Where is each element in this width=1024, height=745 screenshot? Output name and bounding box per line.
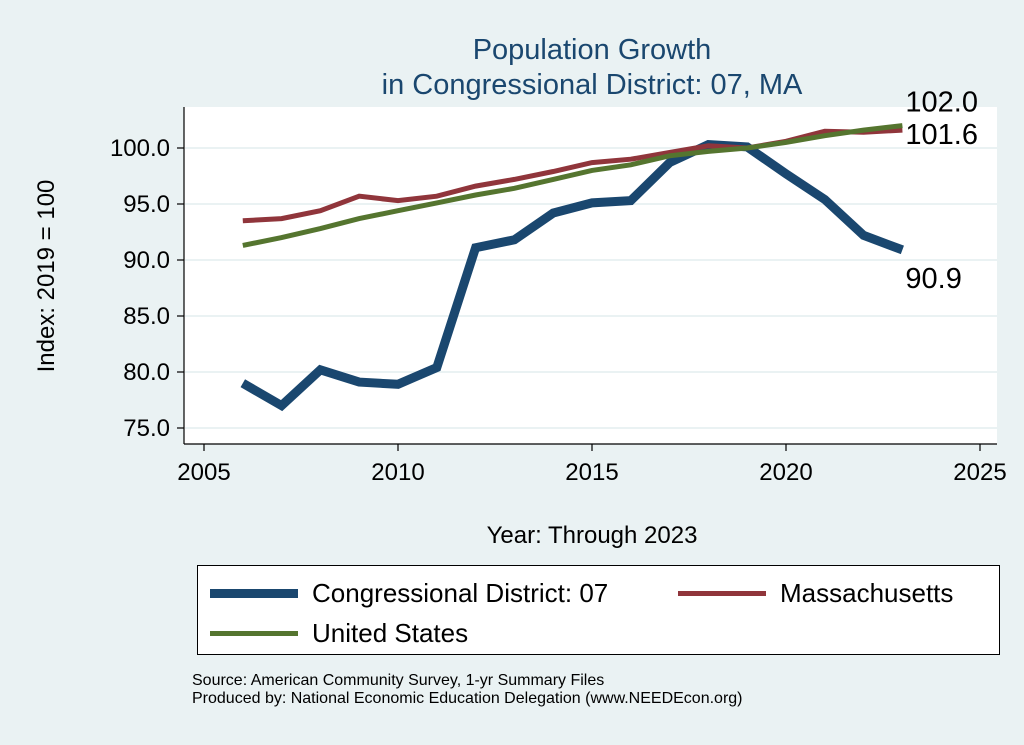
x-tick-label: 2005 <box>177 459 230 486</box>
x-tick-label: 2020 <box>759 459 812 486</box>
y-tick-label: 100.0 <box>110 135 170 162</box>
legend-swatch <box>210 631 298 636</box>
source-note: Source: American Community Survey, 1-yr … <box>192 672 743 708</box>
end-label: 102.0 <box>905 87 978 119</box>
y-axis-label: Index: 2019 = 100 <box>33 180 60 373</box>
y-tick-label: 85.0 <box>123 303 170 330</box>
source-text: Source: American Community Survey, 1-yr … <box>192 672 605 689</box>
legend-item-massachusetts: Massachusetts <box>678 578 953 609</box>
legend-item-district: Congressional District: 07 <box>210 578 608 609</box>
end-label: 90.9 <box>905 263 961 295</box>
chart-title-line-1: Population Growth <box>473 34 712 66</box>
end-label: 101.6 <box>905 119 978 151</box>
plot-area <box>184 107 997 444</box>
legend-item-united-states: United States <box>210 618 468 649</box>
y-tick-label: 90.0 <box>123 247 170 274</box>
produced-by-text: Produced by: National Economic Education… <box>192 690 743 707</box>
series-line-2 <box>242 123 903 248</box>
legend-label: United States <box>312 618 469 648</box>
legend-label: Congressional District: 07 <box>312 578 609 608</box>
x-tick-label: 2010 <box>371 459 424 486</box>
legend: Congressional District: 07 Massachusetts… <box>197 565 1000 655</box>
y-tick-label: 75.0 <box>123 415 170 442</box>
chart-title-line-2: in Congressional District: 07, MA <box>382 69 803 101</box>
y-tick-label: 80.0 <box>123 359 170 386</box>
legend-label: Massachusetts <box>780 578 954 608</box>
x-axis-label: Year: Through 2023 <box>487 522 698 549</box>
legend-swatch <box>210 589 298 598</box>
legend-swatch <box>678 591 766 596</box>
x-tick-label: 2025 <box>953 459 1006 486</box>
y-tick-label: 95.0 <box>123 191 170 218</box>
series-line-0 <box>240 140 904 412</box>
x-tick-label: 2015 <box>565 459 618 486</box>
